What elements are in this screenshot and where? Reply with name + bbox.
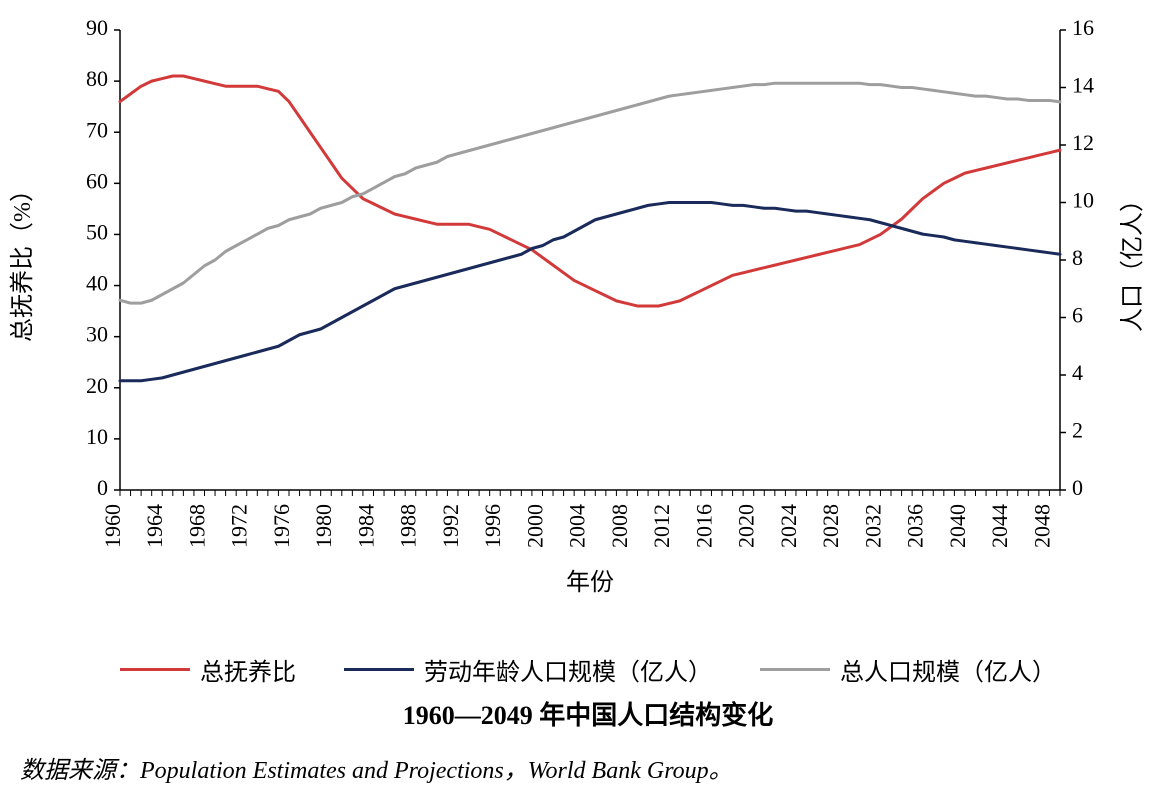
y-left-axis-label: 总抚养比（%） — [9, 178, 36, 342]
series-line — [120, 83, 1060, 303]
legend-item: 劳动年龄人口规模（亿人） — [344, 652, 712, 687]
legend-swatch — [760, 668, 830, 671]
data-source: 数据来源：Population Estimates and Projection… — [0, 750, 1176, 785]
series-line — [120, 203, 1060, 381]
x-tick-label: 2016 — [691, 504, 716, 548]
legend-label: 总抚养比 — [200, 652, 296, 687]
legend-label: 劳动年龄人口规模（亿人） — [424, 652, 712, 687]
x-tick-label: 2008 — [607, 504, 632, 548]
x-tick-label: 1992 — [438, 504, 463, 548]
y-right-tick-label: 0 — [1072, 475, 1083, 500]
legend-label: 总人口规模（亿人） — [840, 652, 1056, 687]
y-left-tick-label: 0 — [97, 475, 108, 500]
x-tick-label: 1964 — [142, 504, 167, 548]
chart-title: 1960—2049 年中国人口结构变化 — [0, 695, 1176, 732]
y-left-tick-label: 60 — [86, 168, 108, 193]
y-right-axis-label: 人口（亿人） — [1119, 188, 1146, 332]
y-left-tick-label: 90 — [86, 15, 108, 40]
legend-item: 总抚养比 — [120, 652, 296, 687]
legend: 总抚养比 劳动年龄人口规模（亿人） 总人口规模（亿人） — [0, 652, 1176, 687]
x-tick-label: 2036 — [903, 504, 928, 548]
line-chart-svg: 0 10 20 30 40 50 60 70 80 90 0 2 4 6 8 10 12 14 16 1960 1964… — [0, 0, 1176, 640]
x-tick-label: 2024 — [776, 504, 801, 548]
chart-container: 0 10 20 30 40 50 60 70 80 90 0 2 4 6 8 10 12 14 16 1960 1964… — [0, 0, 1176, 804]
y-left-tick-label: 50 — [86, 219, 108, 244]
x-tick-label: 1996 — [480, 504, 505, 548]
x-tick-label: 2040 — [945, 504, 970, 548]
x-tick-label: 1960 — [100, 504, 125, 548]
y-left-tick-label: 20 — [86, 373, 108, 398]
x-tick-label: 2032 — [860, 504, 885, 548]
x-tick-label: 2012 — [649, 504, 674, 548]
y-right-tick-label: 6 — [1072, 303, 1083, 328]
y-right-tick-label: 10 — [1072, 188, 1094, 213]
source-text: Population Estimates and Projections，Wor… — [140, 758, 733, 784]
x-tick-label: 2000 — [522, 504, 547, 548]
y-left-tick-label: 70 — [86, 117, 108, 142]
x-tick-label: 2044 — [987, 504, 1012, 548]
x-tick-label: 2004 — [565, 504, 590, 548]
x-tick-label: 2028 — [818, 504, 843, 548]
source-prefix: 数据来源： — [20, 758, 140, 784]
legend-swatch — [344, 668, 414, 671]
y-left-tick-label: 10 — [86, 424, 108, 449]
y-right-tick-label: 2 — [1072, 418, 1083, 443]
y-right-tick-label: 8 — [1072, 245, 1083, 270]
x-tick-label: 1976 — [269, 504, 294, 548]
legend-swatch — [120, 668, 190, 671]
y-right-tick-label: 12 — [1072, 130, 1094, 155]
y-left-tick-label: 30 — [86, 322, 108, 347]
y-right-tick-label: 16 — [1072, 15, 1094, 40]
x-tick-label: 1988 — [396, 504, 421, 548]
x-tick-label: 2020 — [734, 504, 759, 548]
x-axis-label: 年份 — [566, 569, 614, 596]
y-right-tick-label: 4 — [1072, 360, 1083, 385]
x-tick-label: 2048 — [1029, 504, 1054, 548]
y-left-tick-label: 40 — [86, 271, 108, 296]
x-tick-label: 1972 — [227, 504, 252, 548]
x-tick-label: 1984 — [353, 504, 378, 548]
y-left-tick-label: 80 — [86, 66, 108, 91]
x-tick-label: 1968 — [184, 504, 209, 548]
y-right-tick-label: 14 — [1072, 73, 1094, 98]
legend-item: 总人口规模（亿人） — [760, 652, 1056, 687]
x-tick-label: 1980 — [311, 504, 336, 548]
series-line — [120, 76, 1060, 306]
